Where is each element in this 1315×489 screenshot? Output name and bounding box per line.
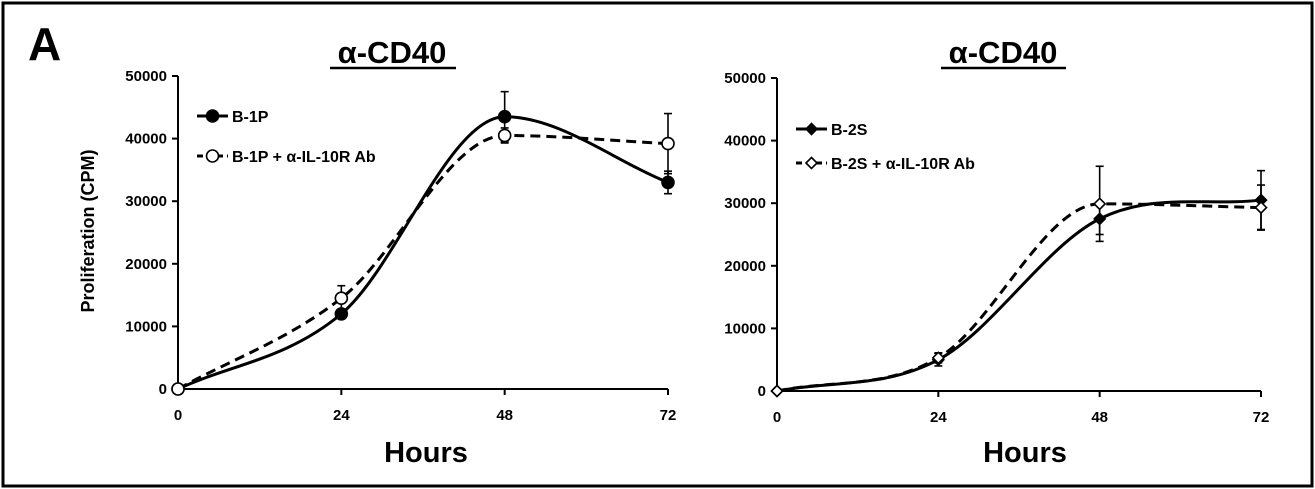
data-point-b-1p-il-10r-ab <box>497 128 512 143</box>
series-line-b-2s-il-10r-ab <box>776 202 1262 393</box>
x-tick-label: 48 <box>496 407 513 424</box>
x-tick-label: 48 <box>1091 409 1108 426</box>
y-tick-label: 50000 <box>724 70 766 87</box>
x-tick-label: 24 <box>930 409 947 426</box>
legend-label-b-2s-il-10r-ab: B-2S + α-IL-10R Ab <box>831 156 975 173</box>
legend-marker-b-2s-il-10r-ab <box>804 156 819 170</box>
data-point-b-2s-il-10r-ab <box>770 384 784 398</box>
x-axis-label: Hours <box>384 437 468 469</box>
data-marks <box>770 165 1268 398</box>
series-line-b-1p-il-10r-ab <box>177 133 669 391</box>
data-point-b-1p-il-10r-ab <box>171 382 185 396</box>
chart-panel-b2s: α-CD40 Hours 010000200003000040000500000… <box>724 35 1269 469</box>
legend: B-1P B-1P + α-IL-10R Ab <box>197 109 376 166</box>
legend-label-b-2s: B-2S <box>831 122 868 139</box>
x-axis-label: Hours <box>983 437 1067 469</box>
y-tick-label: 10000 <box>125 318 167 335</box>
data-point-b-1p <box>497 109 512 124</box>
legend-marker-b-1p <box>205 109 220 123</box>
data-marks <box>171 90 675 396</box>
y-tick-label: 30000 <box>125 193 167 210</box>
axes: 0 10000 20000 30000 40000 50000 0 24 48 72 <box>724 70 1269 426</box>
x-tick-label: 0 <box>174 407 182 424</box>
x-tick-label: 72 <box>1253 409 1270 426</box>
data-point-b-2s-il-10r-ab <box>1093 197 1107 211</box>
y-tick-label: 0 <box>758 383 766 400</box>
y-tick-label: 50000 <box>125 68 167 85</box>
legend-marker-b-1p-il-10r-ab <box>205 149 220 163</box>
legend-label-b-1p: B-1P <box>232 109 269 126</box>
data-point-b-1p-il-10r-ab <box>334 291 349 306</box>
data-point-b-2s-il-10r-ab <box>931 351 945 365</box>
chart-title: α-CD40 <box>949 35 1058 70</box>
panel-letter: A <box>28 18 61 70</box>
chart-title: α-CD40 <box>338 35 447 70</box>
data-point-b-2s-il-10r-ab <box>1254 200 1268 215</box>
axes: 0 10000 20000 30000 40000 50000 0 24 48 72 <box>125 68 676 424</box>
legend-label-b-1p-il-10r-ab: B-1P + α-IL-10R Ab <box>232 149 376 166</box>
legend: B-2S B-2S + α-IL-10R Ab <box>796 122 975 173</box>
y-axis-label: Proliferation (CPM) <box>78 149 98 312</box>
y-tick-label: 0 <box>159 381 167 398</box>
y-tick-label: 10000 <box>724 320 766 337</box>
y-tick-label: 40000 <box>125 131 167 148</box>
y-tick-label: 30000 <box>724 195 766 212</box>
data-point-b-1p-il-10r-ab <box>661 136 675 151</box>
y-tick-label: 20000 <box>125 256 167 273</box>
chart-panel-b1p: α-CD40 Proliferation (CPM) Hours 0 10000 2… <box>78 35 676 469</box>
data-point-b-1p <box>661 175 675 190</box>
y-tick-label: 40000 <box>724 133 766 150</box>
y-tick-label: 20000 <box>724 258 766 275</box>
legend-marker-b-2s <box>804 122 819 136</box>
x-tick-label: 72 <box>660 407 677 424</box>
x-tick-label: 24 <box>333 407 350 424</box>
x-tick-label: 0 <box>773 409 781 426</box>
